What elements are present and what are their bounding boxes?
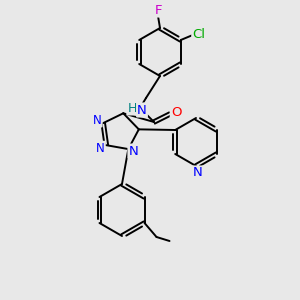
Text: Cl: Cl xyxy=(192,28,205,40)
Text: N: N xyxy=(193,167,203,179)
Text: N: N xyxy=(128,145,138,158)
Text: F: F xyxy=(154,4,162,16)
Text: H: H xyxy=(127,101,137,115)
Text: N: N xyxy=(96,142,105,155)
Text: N: N xyxy=(93,114,102,127)
Text: O: O xyxy=(171,106,181,118)
Text: N: N xyxy=(137,103,147,116)
